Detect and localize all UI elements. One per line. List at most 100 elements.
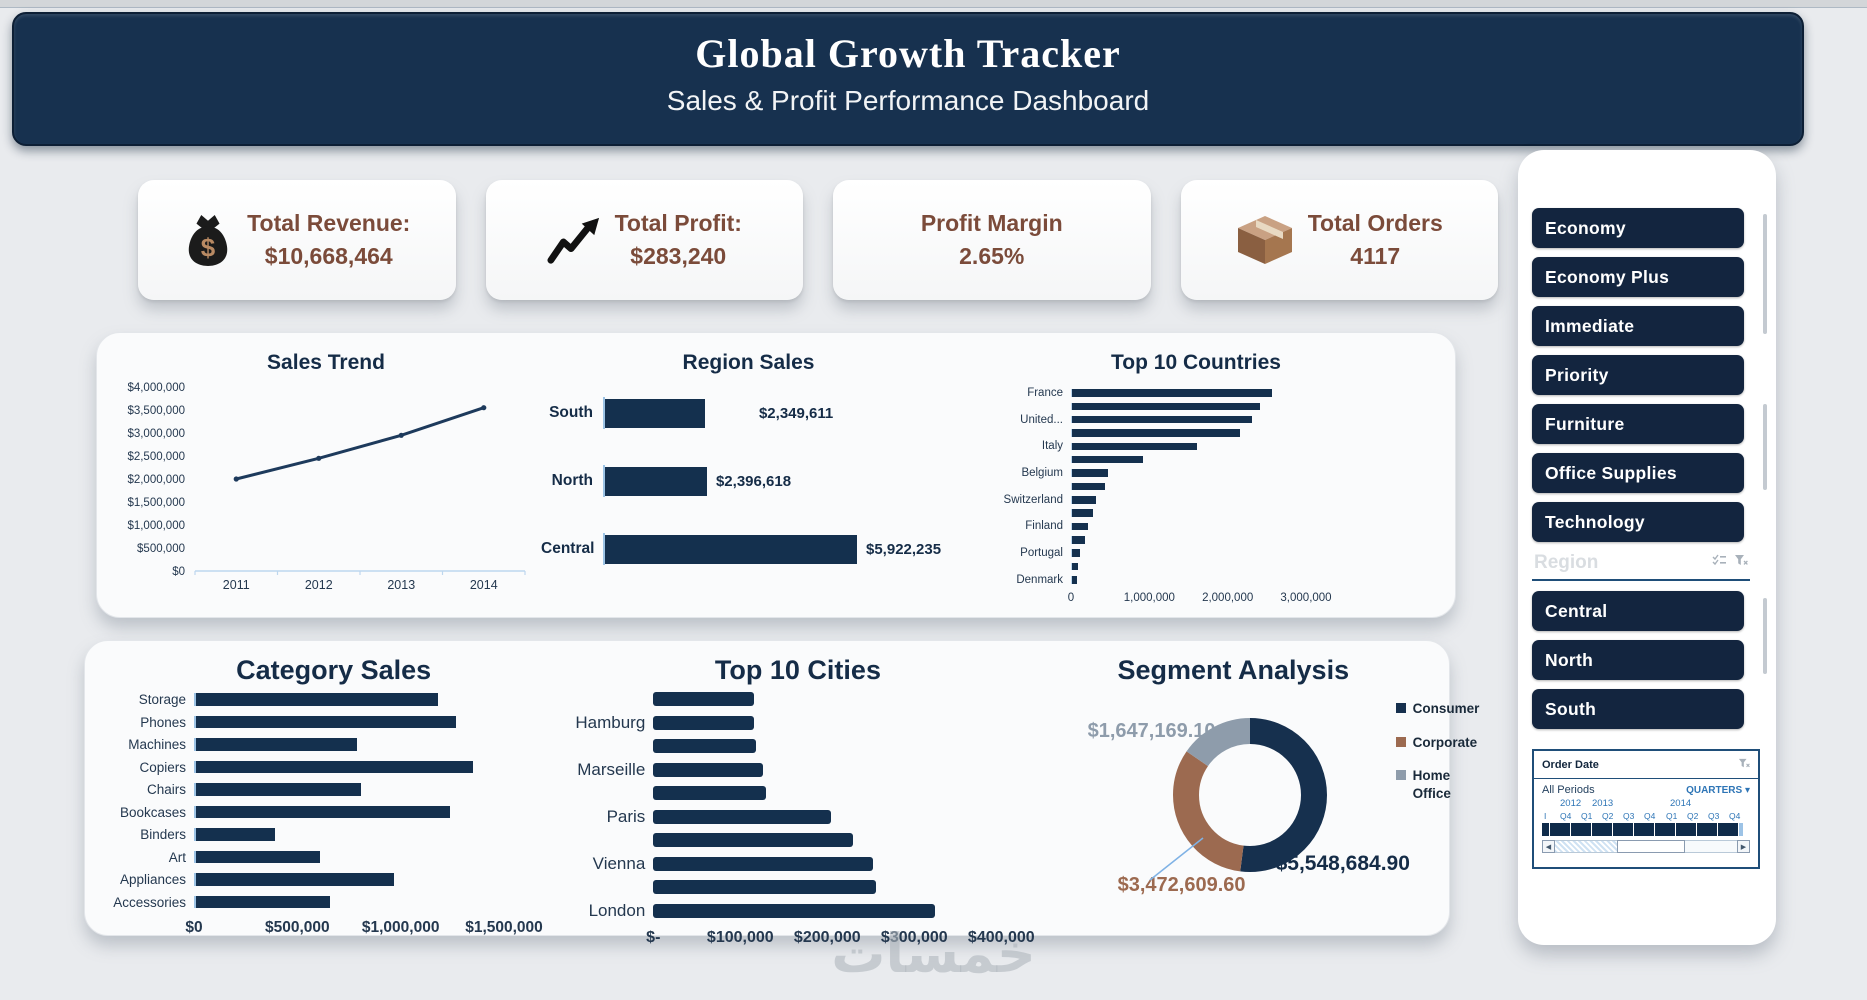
legend-swatch: [1395, 736, 1406, 747]
axis-tick-label: 1,000,000: [1123, 591, 1175, 604]
legend-label: Home Office: [1412, 768, 1451, 801]
timeline-quarter-cell[interactable]: [1550, 823, 1570, 836]
category-bar-row: Appliances: [99, 872, 568, 887]
axis-tick-label: $0: [185, 919, 203, 936]
timeline-quarter-cell[interactable]: [1542, 823, 1549, 836]
clear-filter-icon[interactable]: [1734, 554, 1748, 572]
svg-text:$2,500,000: $2,500,000: [127, 451, 185, 463]
timeline-divider: [1534, 778, 1758, 779]
category-label: Hamburg: [575, 712, 646, 732]
timeline-scroll-thumb[interactable]: [1617, 840, 1685, 853]
slicer-button-central[interactable]: Central: [1532, 591, 1744, 631]
timeline-quarter-label: I: [1544, 811, 1547, 821]
category-label: South: [549, 404, 593, 421]
bar: [1072, 536, 1086, 544]
svg-text:2013: 2013: [387, 578, 415, 592]
bar: [1072, 509, 1094, 517]
svg-text:$: $: [201, 232, 216, 262]
scrollbar-thumb[interactable]: [1762, 214, 1767, 334]
bar: [196, 783, 362, 796]
top-countries-chart: Top 10 Countries France United... Italy Bel…: [956, 337, 1436, 613]
multi-select-icon[interactable]: [1712, 554, 1726, 572]
svg-text:$2,000,000: $2,000,000: [127, 474, 185, 486]
timeline-granularity-dropdown[interactable]: QUARTERS ▾: [1686, 784, 1750, 796]
slicer-button-office-supplies[interactable]: Office Supplies: [1532, 453, 1744, 493]
axis-tick-label: 3,000,000: [1280, 591, 1332, 604]
growth-arrow-icon: [547, 215, 601, 265]
chart-title: Sales Trend: [267, 351, 385, 374]
slicer-button-economy[interactable]: Economy: [1532, 208, 1744, 248]
timeline-quarter-label: Q4: [1644, 811, 1656, 821]
timeline-scroll-left-button[interactable]: ◀: [1542, 840, 1555, 853]
slicer-button-economy-plus[interactable]: Economy Plus: [1532, 257, 1744, 297]
category-label: Denmark: [1016, 573, 1063, 586]
legend-item: Home Office: [1395, 767, 1476, 802]
country-bar-row: [956, 455, 1436, 464]
timeline-scrollbar: ◀ ▶: [1542, 840, 1750, 853]
legend-item: Consumer: [1395, 700, 1479, 718]
scrollbar-thumb[interactable]: [1762, 404, 1767, 490]
timeline-quarter-cell[interactable]: [1655, 823, 1675, 836]
kpi-text: Profit Margin 2.65%: [921, 207, 1063, 274]
city-bar-row: Marseille: [568, 760, 1027, 780]
timeline-quarter-cell[interactable]: [1571, 823, 1591, 836]
timeline-scroll-hatch: [1555, 840, 1617, 853]
timeline-quarter-cell[interactable]: [1592, 823, 1612, 836]
slicer-button-south[interactable]: South: [1532, 689, 1744, 729]
country-bar-row: [956, 536, 1436, 544]
bar: [196, 805, 451, 819]
timeline-quarter-cell[interactable]: [1634, 823, 1654, 836]
timeline-quarter-cell[interactable]: [1613, 823, 1633, 836]
country-bar-row: Italy: [956, 440, 1436, 452]
dashboard-subtitle: Sales & Profit Performance Dashboard: [666, 85, 1150, 116]
slicer-button-immediate[interactable]: Immediate: [1532, 306, 1744, 346]
bar: [196, 895, 331, 909]
category-bar-row: Bookcases: [99, 805, 568, 820]
timeline-scroll-track[interactable]: [1685, 840, 1737, 853]
slicer-button-priority[interactable]: Priority: [1532, 355, 1744, 395]
category-label: Storage: [138, 692, 186, 707]
legend-item: Corporate: [1395, 734, 1477, 752]
kpi-text: Total Revenue: $10,668,464: [247, 207, 410, 274]
bar: [1072, 389, 1272, 397]
category-label: Appliances: [119, 872, 186, 887]
region-sales-bar: [605, 534, 857, 564]
timeline-scroll-right-button[interactable]: ▶: [1737, 840, 1750, 853]
slicer-button-technology[interactable]: Technology: [1532, 502, 1744, 542]
bar: [196, 873, 395, 886]
bar: [1072, 415, 1253, 424]
bar: [196, 760, 473, 774]
city-bar-row: [568, 739, 1027, 753]
axis-tick-label: $500,000: [265, 919, 330, 936]
slicer-button-furniture[interactable]: Furniture: [1532, 404, 1744, 444]
country-bar-row: [956, 482, 1436, 491]
timeline-clear-filter-icon[interactable]: [1738, 756, 1750, 774]
bar: [1072, 429, 1241, 437]
timeline-quarter-label: Q4: [1560, 811, 1572, 821]
slicer-button-north[interactable]: North: [1532, 640, 1744, 680]
bar: [653, 880, 877, 894]
category-label: North: [551, 472, 593, 489]
axis-tick-label: $300,000: [880, 929, 948, 946]
category-label: Machines: [128, 737, 186, 752]
region-slicer-buttons: Central North South: [1532, 591, 1762, 729]
timeline-quarter-cell[interactable]: [1697, 823, 1717, 836]
city-bar-row: [568, 880, 1027, 894]
category-bar-row: Chairs: [99, 782, 568, 797]
timeline-quarter-cell[interactable]: [1718, 823, 1738, 836]
dashboard-header: Global Growth Tracker Sales & Profit Per…: [12, 12, 1804, 146]
scrollbar-thumb[interactable]: [1762, 598, 1767, 674]
bar: [653, 786, 766, 800]
kpi-value: 2.65%: [959, 243, 1025, 269]
city-bar-row: [568, 786, 1027, 800]
bar: [1072, 482, 1105, 491]
kpi-label: Total Orders: [1307, 209, 1443, 236]
x-axis: $0 $500,000 $1,000,000 $1,500,000: [185, 917, 568, 939]
category-label: Phones: [140, 714, 186, 730]
svg-text:$1,000,000: $1,000,000: [127, 520, 185, 532]
bar: [196, 738, 358, 751]
segment-donut: [1149, 718, 1327, 881]
axis-tick-label: 0: [1067, 591, 1075, 604]
timeline-quarter-cell[interactable]: [1676, 823, 1696, 836]
